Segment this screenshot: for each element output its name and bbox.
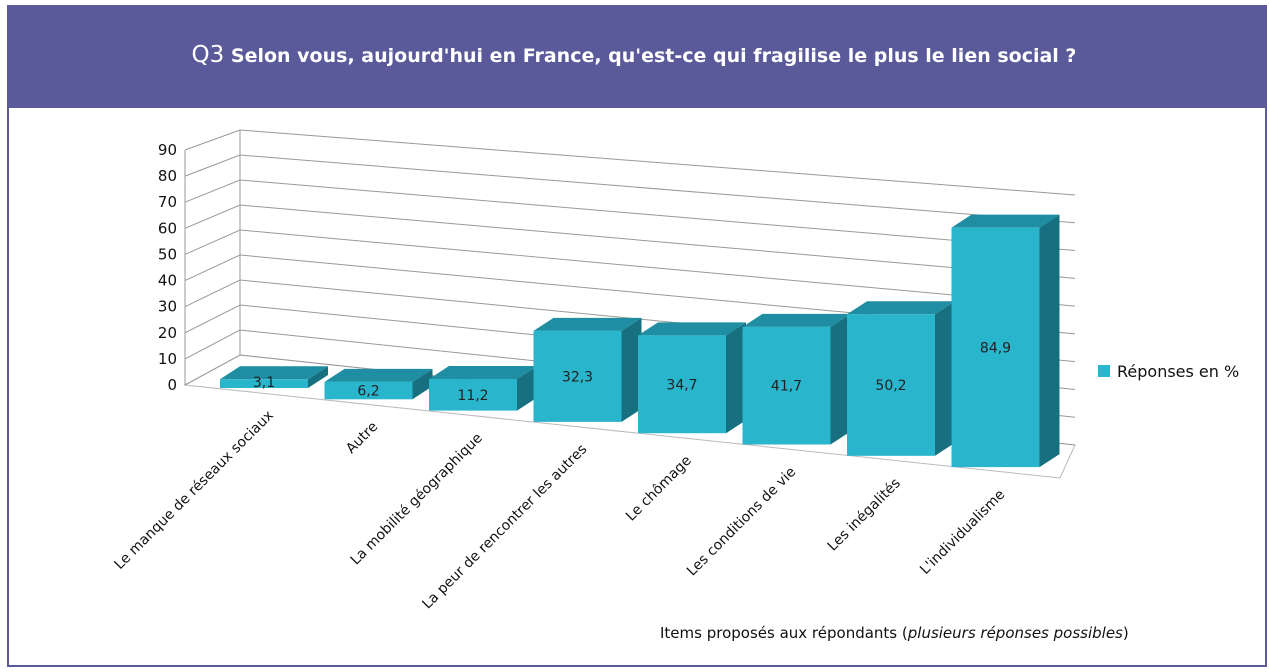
bar-side	[935, 301, 955, 456]
title-band	[8, 6, 1266, 108]
bar-side	[517, 366, 537, 411]
value-label: 50,2	[875, 378, 906, 394]
title-text: Selon vous, aujourd'hui en France, qu'es…	[231, 45, 1077, 67]
x-axis-label-part: )	[1123, 624, 1129, 642]
value-label: 41,7	[771, 379, 802, 395]
bar-side	[308, 366, 328, 388]
bar-top	[429, 366, 537, 380]
bar-side	[412, 368, 433, 400]
y-tick-label: 90	[158, 141, 177, 159]
y-tick-label: 40	[158, 272, 177, 290]
value-label: 84,9	[980, 340, 1011, 356]
bar	[533, 330, 622, 422]
bar-side	[830, 313, 851, 445]
x-axis-label: Items proposés aux répondants (plusieurs…	[660, 624, 1129, 642]
y-tick-label: 10	[158, 350, 177, 368]
x-axis-label-italic: plusieurs réponses possibles	[907, 624, 1123, 642]
value-label: 11,2	[457, 388, 488, 404]
x-axis-label-part: Items proposés aux répondants (	[660, 624, 908, 642]
bar-top	[638, 322, 746, 336]
legend-label: Réponses en %	[1117, 362, 1239, 381]
bar	[429, 379, 517, 411]
y-tick-label: 20	[158, 324, 177, 342]
y-tick-label: 30	[158, 298, 177, 316]
bar	[220, 379, 308, 388]
y-tick-label: 60	[158, 219, 177, 237]
value-label: 3,1	[253, 375, 275, 391]
y-tick-label: 80	[158, 167, 177, 185]
bar-side	[621, 317, 642, 422]
value-label: 34,7	[666, 377, 697, 393]
y-tick-label: 0	[167, 376, 177, 394]
y-tick-label: 70	[158, 193, 177, 211]
bar-side	[726, 322, 746, 434]
legend-swatch	[1098, 365, 1110, 377]
bar	[742, 326, 831, 445]
bar-side	[1039, 214, 1060, 468]
bar-top	[847, 301, 955, 315]
value-label: 6,2	[357, 384, 379, 400]
bar	[638, 335, 726, 434]
chart-title: Q3 Selon vous, aujourd'hui en France, qu…	[192, 42, 1077, 68]
bar-top	[324, 368, 433, 382]
bar	[847, 314, 935, 456]
bar-top	[220, 366, 328, 380]
bar	[324, 381, 413, 400]
value-label: 32,3	[562, 369, 593, 385]
question-number: Q3	[192, 42, 225, 68]
bar-top	[742, 313, 851, 327]
y-tick-label: 50	[158, 245, 177, 263]
bar-top	[951, 214, 1060, 228]
bar	[951, 227, 1040, 468]
bar-top	[533, 317, 642, 331]
